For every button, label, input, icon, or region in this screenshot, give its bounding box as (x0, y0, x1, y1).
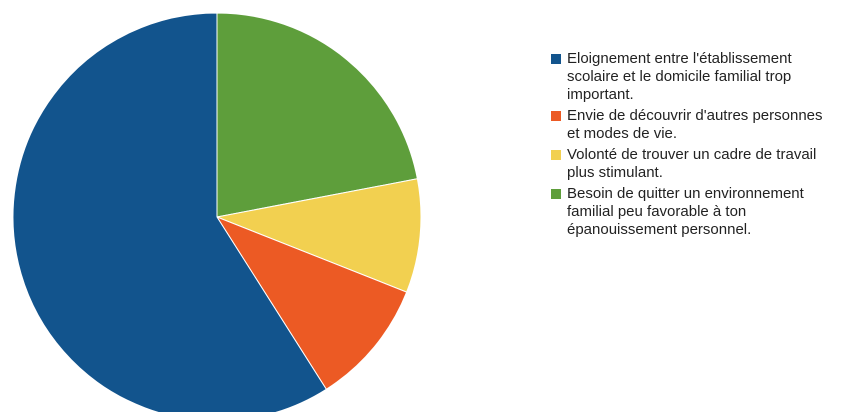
pie-slice-3 (12, 12, 328, 412)
pie-slice-1 (215, 178, 422, 293)
legend-item: Envie de découvrir d'autres personnes et… (551, 107, 845, 143)
legend-label: Besoin de quitter un environnement famil… (567, 185, 804, 238)
pie-slice-2 (215, 215, 408, 390)
legend-label: Volonté de trouver un cadre de travail p… (567, 146, 817, 181)
legend-item: Eloignement entre l'établissement scolai… (551, 50, 845, 104)
legend-label: Eloignement entre l'établissement scolai… (567, 50, 792, 103)
legend-swatch (551, 150, 561, 160)
legend-swatch (551, 54, 561, 64)
legend-label: Envie de découvrir d'autres personnes et… (567, 107, 823, 142)
legend-item: Besoin de quitter un environnement famil… (551, 185, 845, 239)
legend-swatch (551, 111, 561, 121)
legend: Eloignement entre l'établissement scolai… (551, 50, 845, 242)
pie-slice-0 (216, 12, 418, 218)
legend-item: Volonté de trouver un cadre de travail p… (551, 146, 845, 182)
legend-swatch (551, 189, 561, 199)
